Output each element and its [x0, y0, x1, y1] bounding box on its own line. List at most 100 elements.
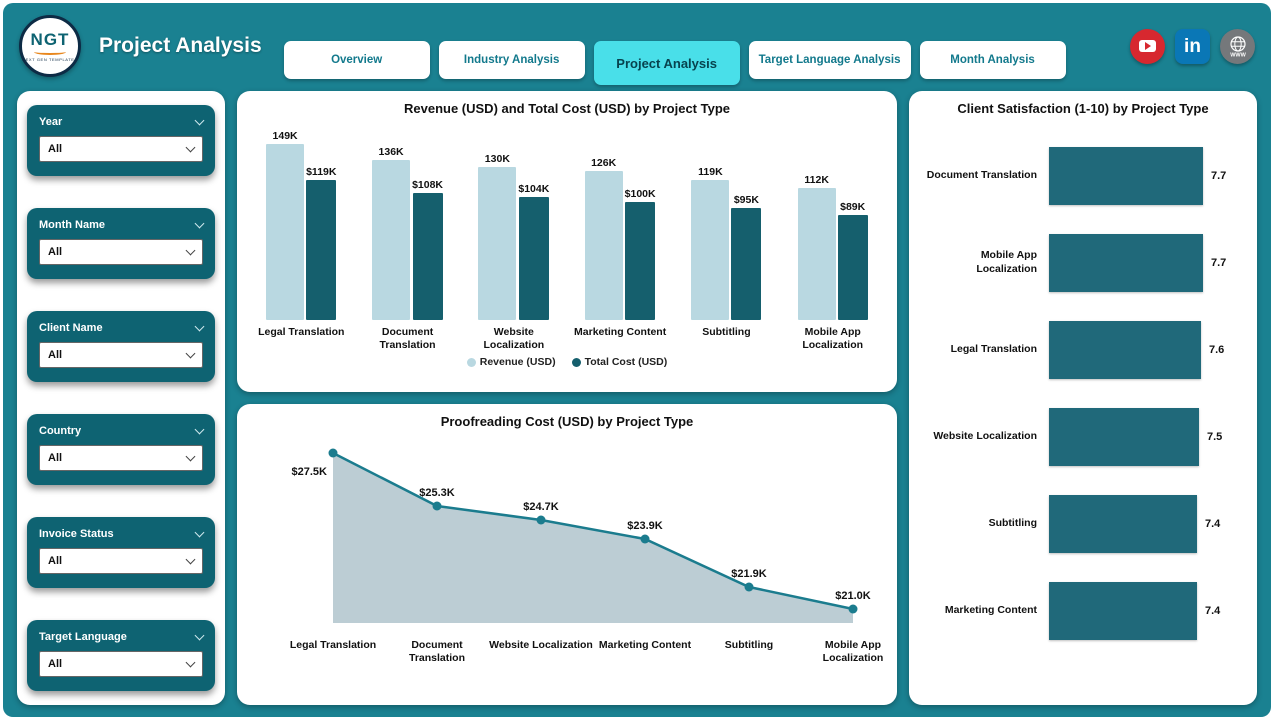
logo-caption: NEXT GEN TEMPLATES — [22, 56, 78, 62]
client-name-select[interactable]: All — [39, 342, 203, 368]
category-label: Marketing Content — [574, 326, 667, 338]
total-cost-bar[interactable] — [306, 180, 337, 320]
category-label: Website Localization — [483, 326, 545, 352]
proofreading-cost-panel: Proofreading Cost (USD) by Project Type … — [237, 404, 897, 705]
filter-sidebar: Year All Month Name All Client Name All … — [17, 91, 225, 705]
chevron-down-icon[interactable] — [194, 321, 205, 331]
bar-value-label: 149K — [272, 130, 298, 142]
tab-target-language-analysis[interactable]: Target Language Analysis — [748, 41, 911, 79]
month-name-select[interactable]: All — [39, 239, 203, 265]
youtube-play-box — [1139, 40, 1156, 52]
data-point[interactable] — [744, 582, 754, 592]
chart-title: Proofreading Cost (USD) by Project Type — [440, 414, 694, 429]
value-label: 7.4 — [1205, 517, 1221, 530]
revenue-bar[interactable] — [478, 167, 517, 320]
country-select[interactable]: All — [39, 445, 203, 471]
chevron-down-icon — [185, 142, 196, 152]
data-point[interactable] — [536, 515, 546, 525]
bar-track: 7.6 — [1049, 320, 1245, 379]
category-label: Legal Translation — [258, 326, 345, 338]
invoice-status-select[interactable]: All — [39, 548, 203, 574]
filter-label: Invoice Status — [39, 528, 114, 540]
chevron-down-icon — [185, 245, 196, 255]
chevron-down-icon[interactable] — [194, 115, 205, 125]
total-cost-bar[interactable] — [837, 215, 868, 320]
bar-track: 7.4 — [1049, 494, 1245, 553]
total-cost-bar[interactable] — [731, 208, 762, 320]
area-chart-svg: $27.5K $25.3K $24.7K $23.9K $21.9K $21.0K — [292, 448, 871, 623]
data-point[interactable] — [640, 534, 650, 544]
bar-value-label: $100K — [624, 188, 656, 200]
globe-glyph: WWW — [1230, 36, 1246, 59]
revenue-bar[interactable] — [691, 180, 730, 320]
value-label: 7.7 — [1211, 256, 1227, 269]
tab-overview[interactable]: Overview — [283, 41, 430, 79]
youtube-icon[interactable] — [1130, 28, 1165, 64]
filter-target-language: Target Language All — [27, 620, 215, 691]
satisfaction-bar[interactable] — [1049, 146, 1203, 205]
tab-month-analysis[interactable]: Month Analysis — [919, 41, 1066, 79]
revenue-bar[interactable] — [797, 188, 836, 320]
chevron-down-icon — [185, 554, 196, 564]
bar-track: 7.4 — [1049, 581, 1245, 640]
chevron-down-icon[interactable] — [194, 218, 205, 228]
legend-item-revenue[interactable]: Revenue (USD) — [466, 356, 556, 368]
value-label: 7.5 — [1207, 430, 1223, 443]
legend-label: Revenue (USD) — [479, 356, 556, 368]
category-label: Subtitling — [724, 639, 774, 651]
point-value-label: $24.7K — [523, 501, 559, 513]
total-cost-bar[interactable] — [412, 193, 443, 320]
point-value-label: $27.5K — [292, 466, 328, 478]
grouped-bar-chart: 149K $119K Legal Translation 136K $108K Docum… — [237, 122, 897, 356]
target-language-select[interactable]: All — [39, 651, 203, 677]
satisfaction-bar[interactable] — [1049, 320, 1201, 379]
data-point[interactable] — [848, 604, 858, 614]
total-cost-bar[interactable] — [518, 197, 549, 320]
data-point[interactable] — [328, 448, 338, 458]
bar-group: 136K $108K Document Translation — [358, 122, 458, 356]
selected-value: All — [48, 555, 63, 567]
bar-group: 112K $89K Mobile App Localization — [783, 122, 883, 356]
point-value-label: $25.3K — [419, 487, 455, 499]
revenue-bar[interactable] — [584, 171, 623, 320]
legend-label: Total Cost (USD) — [584, 356, 668, 368]
chevron-down-icon — [185, 451, 196, 461]
satisfaction-row: Document Translation 7.7 — [921, 132, 1245, 219]
total-cost-bar[interactable] — [625, 202, 656, 320]
revenue-cost-panel: Revenue (USD) and Total Cost (USD) by Pr… — [237, 91, 897, 392]
legend-dot-revenue — [466, 357, 476, 367]
svg-text:WWW: WWW — [1230, 53, 1246, 59]
data-point[interactable] — [432, 501, 442, 511]
chevron-down-icon[interactable] — [194, 630, 205, 640]
satisfaction-bar[interactable] — [1049, 581, 1197, 640]
revenue-bar[interactable] — [372, 160, 411, 320]
tab-project-analysis[interactable]: Project Analysis — [593, 41, 740, 85]
satisfaction-row: Subtitling 7.4 — [921, 480, 1245, 567]
chart-title: Client Satisfaction (1-10) by Project Ty… — [957, 101, 1209, 116]
bar-value-label: $119K — [306, 166, 337, 178]
satisfaction-bar[interactable] — [1049, 407, 1199, 466]
chevron-down-icon[interactable] — [194, 527, 205, 537]
tab-industry-analysis[interactable]: Industry Analysis — [438, 41, 585, 79]
bar-group: 126K $100K Marketing Content — [570, 122, 670, 356]
satisfaction-bar[interactable] — [1049, 233, 1203, 292]
bar-track: 7.7 — [1049, 146, 1245, 205]
filter-label: Target Language — [39, 631, 127, 643]
selected-value: All — [48, 143, 63, 155]
category-label: Mobile App Localization — [822, 639, 884, 665]
filter-year: Year All — [27, 105, 215, 176]
play-triangle-icon — [1145, 42, 1151, 50]
bar-value-label: 112K — [804, 174, 829, 186]
category-label: Document Translation — [379, 326, 436, 352]
year-select[interactable]: All — [39, 136, 203, 162]
revenue-bar[interactable] — [266, 144, 305, 320]
chart-legend: Revenue (USD) Total Cost (USD) — [237, 356, 897, 368]
globe-icon[interactable]: WWW — [1220, 28, 1255, 64]
satisfaction-bar[interactable] — [1049, 494, 1197, 553]
satisfaction-row: Marketing Content 7.4 — [921, 567, 1245, 654]
legend-dot-total-cost — [571, 357, 581, 367]
chevron-down-icon[interactable] — [194, 424, 205, 434]
linkedin-icon[interactable]: in — [1175, 28, 1210, 64]
legend-item-total-cost[interactable]: Total Cost (USD) — [571, 356, 668, 368]
selected-value: All — [48, 349, 63, 361]
